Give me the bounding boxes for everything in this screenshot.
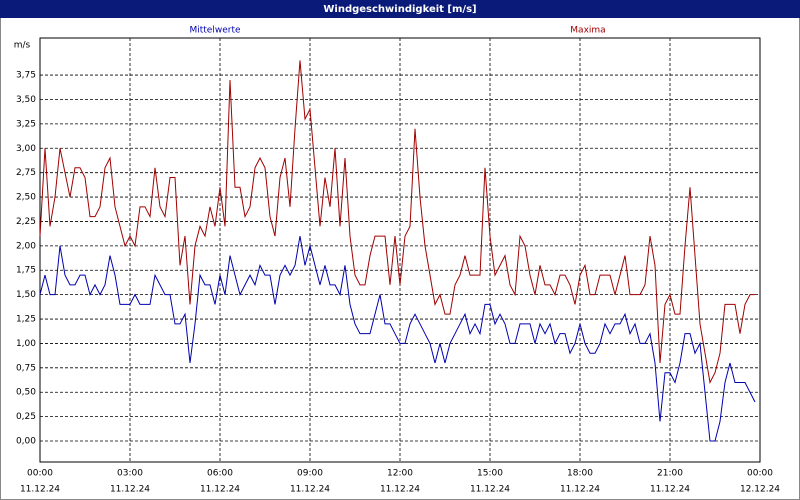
y-tick-label: 2,50 <box>16 193 36 203</box>
y-tick-label: 2,00 <box>16 241 36 251</box>
x-tick-date: 11.12.24 <box>290 485 330 495</box>
series-line <box>39 236 756 442</box>
y-tick-label: 0,25 <box>16 412 36 422</box>
y-unit: m/s <box>14 41 31 51</box>
y-tick-label: 3,50 <box>16 95 36 105</box>
title-bar <box>0 0 800 18</box>
x-tick-label: 12:00 <box>387 469 413 479</box>
y-tick-label: 0,00 <box>16 437 36 447</box>
x-tick-date: 12.12.24 <box>740 485 780 495</box>
x-tick-date: 11.12.24 <box>560 485 600 495</box>
y-tick-label: 1,75 <box>16 266 36 276</box>
y-tick-label: 3,75 <box>16 71 36 81</box>
legend-label: Mittelwerte <box>189 26 240 36</box>
x-tick-label: 15:00 <box>477 469 503 479</box>
x-tick-date: 11.12.24 <box>380 485 420 495</box>
y-tick-label: 0,50 <box>16 388 36 398</box>
x-tick-label: 06:00 <box>207 469 233 479</box>
chart-title: Windgeschwindigkeit [m/s] <box>323 4 476 15</box>
x-tick-label: 03:00 <box>117 469 143 479</box>
x-tick-date: 11.12.24 <box>650 485 690 495</box>
x-tick-date: 11.12.24 <box>200 485 240 495</box>
y-tick-label: 1,00 <box>16 339 36 349</box>
y-tick-label: 3,00 <box>16 144 36 154</box>
legend-label: Maxima <box>570 26 605 36</box>
x-tick-label: 21:00 <box>657 469 683 479</box>
y-tick-label: 2,75 <box>16 168 36 178</box>
x-tick-date: 11.12.24 <box>20 485 60 495</box>
series-line <box>39 60 755 385</box>
x-tick-label: 00:00 <box>747 469 773 479</box>
y-tick-label: 1,25 <box>16 315 36 325</box>
x-tick-label: 18:00 <box>567 469 593 479</box>
y-tick-label: 2,25 <box>16 217 36 227</box>
x-tick-label: 00:00 <box>27 469 53 479</box>
y-tick-label: 0,75 <box>16 363 36 373</box>
y-tick-label: 1,50 <box>16 290 36 300</box>
y-tick-label: 3,25 <box>16 119 36 129</box>
x-tick-label: 09:00 <box>297 469 323 479</box>
x-tick-date: 11.12.24 <box>110 485 150 495</box>
x-tick-date: 11.12.24 <box>470 485 510 495</box>
